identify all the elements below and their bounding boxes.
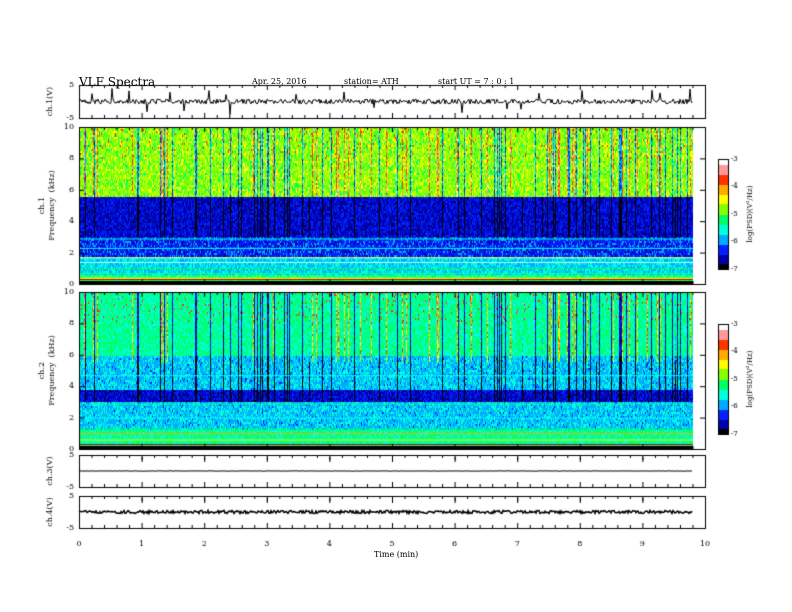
- station-label: station= ATH: [344, 77, 399, 86]
- date-label: Apr. 25, 2016: [252, 77, 307, 86]
- start-time-label: start UT = 7 : 0 : 1: [438, 77, 515, 86]
- x-axis-label: Time (min): [374, 550, 419, 559]
- figure-title: VLF Spectra: [79, 75, 156, 89]
